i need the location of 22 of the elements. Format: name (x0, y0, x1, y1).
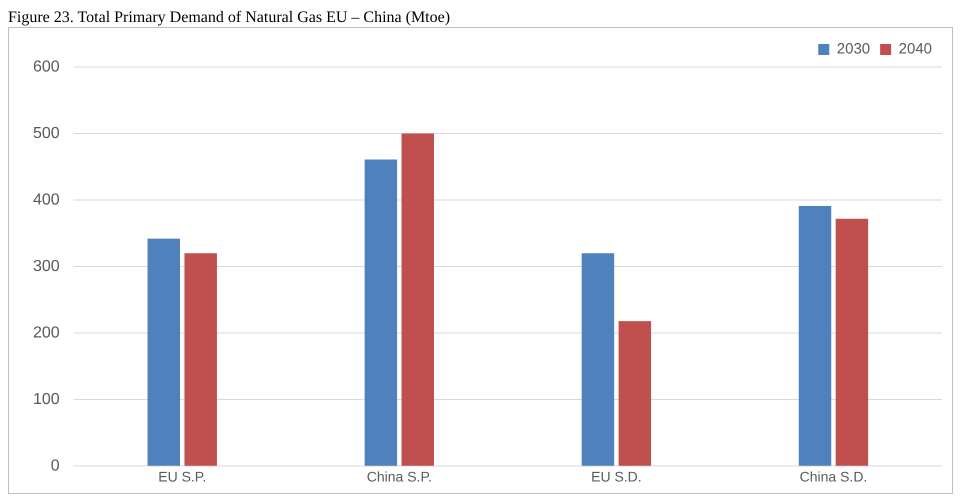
x-tick-label: EU S.D. (591, 468, 642, 484)
x-tick-label: EU S.P. (158, 468, 206, 484)
bar (402, 134, 434, 466)
bar (148, 238, 180, 466)
y-tick-label: 300 (32, 258, 60, 276)
x-tick-label: China S.D. (800, 468, 868, 484)
y-tick-label: 400 (32, 191, 60, 208)
x-tick-label: China S.P. (366, 468, 432, 484)
y-tick-label: 100 (32, 391, 60, 408)
legend-label: 2030 (836, 40, 870, 58)
bar (184, 253, 217, 466)
legend-label: 2040 (898, 40, 932, 58)
bar (836, 218, 868, 466)
bar (618, 321, 652, 466)
bar (364, 159, 398, 466)
chart-title: Figure 23. Total Primary Demand of Natural Gas EU – China (Mtoe) (8, 8, 452, 27)
y-tick-label: 500 (32, 124, 60, 142)
y-tick-label: 0 (50, 458, 60, 475)
y-tick-label: 600 (32, 58, 60, 76)
bar (798, 206, 832, 466)
bar (582, 253, 614, 466)
y-tick-label: 200 (32, 324, 60, 342)
